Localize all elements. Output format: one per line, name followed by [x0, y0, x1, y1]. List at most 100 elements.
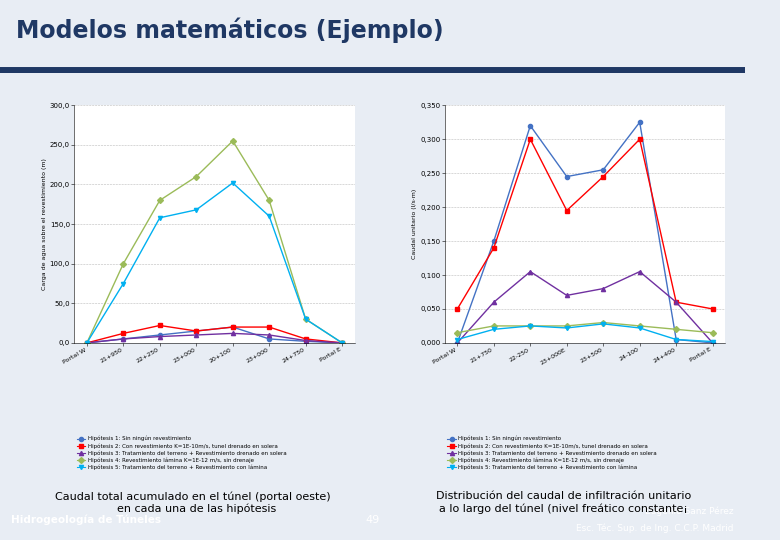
Hipótesis 3: Tratamiento del terreno + Revestimiento drenado en solera: (2, 8): Tratamiento del terreno + Revestimiento …: [155, 333, 165, 340]
Text: Esc. Téc. Sup. de Ing. C.C.P. Madrid: Esc. Téc. Sup. de Ing. C.C.P. Madrid: [576, 524, 734, 534]
Hipótesis 3: Tratamiento del terreno + Revestimiento drenado en solera: (0, 0): Tratamiento del terreno + Revestimiento …: [82, 340, 91, 346]
Line: Hipótesis 1: Sin ningún revestimiento: Hipótesis 1: Sin ningún revestimiento: [456, 120, 714, 345]
Y-axis label: Caudal unitario (l/s·m): Caudal unitario (l/s·m): [413, 189, 417, 259]
Hipótesis 4: Revestimiento lámina K=1E-12 m/s, sin drenaje: (0, 0): Revestimiento lámina K=1E-12 m/s, sin dr…: [82, 340, 91, 346]
Hipótesis 2: Con revestimiento K=1E-10m/s, tunel drenado en solera: (2, 22): Con revestimiento K=1E-10m/s, tunel dren…: [155, 322, 165, 329]
Hipótesis 1: Sin ningún revestimiento: (0, 0): Sin ningún revestimiento: (0, 0): [82, 340, 91, 346]
Hipótesis 3: Tratamiento del terreno + Revestimiento drenado en solera: (1, 0.06): Tratamiento del terreno + Revestimiento …: [489, 299, 498, 306]
Hipótesis 5: Tratamiento del terreno + Revestimiento con lámina: (4, 202): Tratamiento del terreno + Revestimiento …: [228, 180, 237, 186]
Hipótesis 2: Con revestimiento K=1E-10m/s, tunel drenado en solera: (0, 0): Con revestimiento K=1E-10m/s, tunel dren…: [82, 340, 91, 346]
Hipótesis 1: Sin ningún revestimiento: (5, 0.325): Sin ningún revestimiento: (5, 0.325): [635, 119, 644, 125]
Hipótesis 3: Tratamiento del terreno + Revestimiento drenado en solera: (2, 0.105): Tratamiento del terreno + Revestimiento …: [526, 268, 535, 275]
Hipótesis 2: Con revestimiento K=1E-10m/s, tunel drenado en solera: (7, 0): Con revestimiento K=1E-10m/s, tunel dren…: [338, 340, 347, 346]
Hipótesis 2: Con revestimiento K=1E-10m/s, tunel drenado en solera: (6, 5): Con revestimiento K=1E-10m/s, tunel dren…: [301, 336, 310, 342]
Hipótesis 1: Sin ningún revestimiento: (3, 15): Sin ningún revestimiento: (3, 15): [192, 328, 201, 334]
Hipótesis 2: Con revestimiento K=1E-10m/s, tunel drenado en solera: (5, 0.3): Con revestimiento K=1E-10m/s, tunel dren…: [635, 136, 644, 143]
Hipótesis 2: Con revestimiento K=1E-10m/s, tunel drenado en solera: (3, 15): Con revestimiento K=1E-10m/s, tunel dren…: [192, 328, 201, 334]
Hipótesis 1: Sin ningún revestimiento: (1, 5): Sin ningún revestimiento: (1, 5): [119, 336, 128, 342]
Hipótesis 3: Tratamiento del terreno + Revestimiento drenado en solera: (3, 0.07): Tratamiento del terreno + Revestimiento …: [562, 292, 572, 299]
Text: Distribución del caudal de infiltración unitario
a lo largo del túnel (nivel fre: Distribución del caudal de infiltración …: [436, 491, 691, 514]
Hipótesis 3: Tratamiento del terreno + Revestimiento drenado en solera: (6, 0.06): Tratamiento del terreno + Revestimiento …: [672, 299, 681, 306]
Line: Hipótesis 5: Tratamiento del terreno + Revestimiento con lámina: Hipótesis 5: Tratamiento del terreno + R…: [85, 181, 344, 345]
Hipótesis 4: Revestimiento lámina K=1E-12 m/s, sin drenaje: (3, 0.025): Revestimiento lámina K=1E-12 m/s, sin dr…: [562, 323, 572, 329]
Hipótesis 2: Con revestimiento K=1E-10m/s, tunel drenado en solera: (4, 20): Con revestimiento K=1E-10m/s, tunel dren…: [228, 324, 237, 330]
Hipótesis 2: Con revestimiento K=1E-10m/s, tunel drenado en solera: (2, 0.3): Con revestimiento K=1E-10m/s, tunel dren…: [526, 136, 535, 143]
Hipótesis 3: Tratamiento del terreno + Revestimiento drenado en solera: (6, 3): Tratamiento del terreno + Revestimiento …: [301, 338, 310, 344]
Hipótesis 5: Tratamiento del terreno + Revestimiento con lámina: (6, 30): Tratamiento del terreno + Revestimiento …: [301, 316, 310, 322]
Hipótesis 3: Tratamiento del terreno + Revestimiento drenado en solera: (3, 10): Tratamiento del terreno + Revestimiento …: [192, 332, 201, 338]
Line: Hipótesis 2: Con revestimiento K=1E-10m/s, tunel drenado en solera: Hipótesis 2: Con revestimiento K=1E-10m/…: [85, 323, 344, 345]
Hipótesis 3: Tratamiento del terreno + Revestimiento drenado en solera: (5, 10): Tratamiento del terreno + Revestimiento …: [264, 332, 274, 338]
Hipótesis 1: Sin ningún revestimiento: (1, 0.15): Sin ningún revestimiento: (1, 0.15): [489, 238, 498, 244]
Hipótesis 5: Tratamiento del terreno + Revestimiento con lámina: (3, 168): Tratamiento del terreno + Revestimiento …: [192, 207, 201, 213]
Hipótesis 5: Tratamiento del terreno + Revestimiento con lámina: (6, 0.005): Tratamiento del terreno + Revestimiento …: [672, 336, 681, 343]
Hipótesis 4: Revestimiento lámina K=1E-12 m/s, sin drenaje: (7, 0.015): Revestimiento lámina K=1E-12 m/s, sin dr…: [708, 329, 718, 336]
Hipótesis 5: Tratamiento del terreno + Revestimiento con lámina: (2, 158): Tratamiento del terreno + Revestimiento …: [155, 214, 165, 221]
Hipótesis 1: Sin ningún revestimiento: (7, 0): Sin ningún revestimiento: (7, 0): [708, 340, 718, 346]
Hipótesis 1: Sin ningún revestimiento: (2, 10): Sin ningún revestimiento: (2, 10): [155, 332, 165, 338]
Hipótesis 5: Tratamiento del terreno + Revestimiento con lámina: (5, 160): Tratamiento del terreno + Revestimiento …: [264, 213, 274, 219]
Hipótesis 3: Tratamiento del terreno + Revestimiento drenado en solera: (7, 0): Tratamiento del terreno + Revestimiento …: [338, 340, 347, 346]
Hipótesis 1: Sin ningún revestimiento: (2, 0.32): Sin ningún revestimiento: (2, 0.32): [526, 123, 535, 129]
Hipótesis 1: Sin ningún revestimiento: (7, 0): Sin ningún revestimiento: (7, 0): [338, 340, 347, 346]
Hipótesis 4: Revestimiento lámina K=1E-12 m/s, sin drenaje: (6, 0.02): Revestimiento lámina K=1E-12 m/s, sin dr…: [672, 326, 681, 333]
Hipótesis 5: Tratamiento del terreno + Revestimiento con lámina: (0, 0): Tratamiento del terreno + Revestimiento …: [82, 340, 91, 346]
Hipótesis 4: Revestimiento lámina K=1E-12 m/s, sin drenaje: (3, 210): Revestimiento lámina K=1E-12 m/s, sin dr…: [192, 173, 201, 180]
Hipótesis 1: Sin ningún revestimiento: (6, 0.005): Sin ningún revestimiento: (6, 0.005): [672, 336, 681, 343]
Hipótesis 4: Revestimiento lámina K=1E-12 m/s, sin drenaje: (2, 180): Revestimiento lámina K=1E-12 m/s, sin dr…: [155, 197, 165, 204]
Hipótesis 4: Revestimiento lámina K=1E-12 m/s, sin drenaje: (5, 0.025): Revestimiento lámina K=1E-12 m/s, sin dr…: [635, 323, 644, 329]
Hipótesis 2: Con revestimiento K=1E-10m/s, tunel drenado en solera: (4, 0.245): Con revestimiento K=1E-10m/s, tunel dren…: [598, 173, 608, 180]
Hipótesis 1: Sin ningún revestimiento: (4, 0.255): Sin ningún revestimiento: (4, 0.255): [598, 166, 608, 173]
Line: Hipótesis 3: Tratamiento del terreno + Revestimiento drenado en solera: Hipótesis 3: Tratamiento del terreno + R…: [456, 269, 714, 345]
Hipótesis 5: Tratamiento del terreno + Revestimiento con lámina: (3, 0.022): Tratamiento del terreno + Revestimiento …: [562, 325, 572, 331]
Hipótesis 4: Revestimiento lámina K=1E-12 m/s, sin drenaje: (7, 0): Revestimiento lámina K=1E-12 m/s, sin dr…: [338, 340, 347, 346]
Hipótesis 2: Con revestimiento K=1E-10m/s, tunel drenado en solera: (3, 0.195): Con revestimiento K=1E-10m/s, tunel dren…: [562, 207, 572, 214]
Line: Hipótesis 1: Sin ningún revestimiento: Hipótesis 1: Sin ningún revestimiento: [85, 325, 344, 345]
Line: Hipótesis 2: Con revestimiento K=1E-10m/s, tunel drenado en solera: Hipótesis 2: Con revestimiento K=1E-10m/…: [456, 137, 714, 311]
Text: Eugenio Sanz Pérez: Eugenio Sanz Pérez: [645, 506, 734, 516]
Hipótesis 2: Con revestimiento K=1E-10m/s, tunel drenado en solera: (1, 12): Con revestimiento K=1E-10m/s, tunel dren…: [119, 330, 128, 336]
Hipótesis 4: Revestimiento lámina K=1E-12 m/s, sin drenaje: (1, 0.025): Revestimiento lámina K=1E-12 m/s, sin dr…: [489, 323, 498, 329]
Hipótesis 5: Tratamiento del terreno + Revestimiento con lámina: (7, 0.002): Tratamiento del terreno + Revestimiento …: [708, 338, 718, 345]
Hipótesis 2: Con revestimiento K=1E-10m/s, tunel drenado en solera: (5, 20): Con revestimiento K=1E-10m/s, tunel dren…: [264, 324, 274, 330]
Hipótesis 5: Tratamiento del terreno + Revestimiento con lámina: (5, 0.022): Tratamiento del terreno + Revestimiento …: [635, 325, 644, 331]
Hipótesis 2: Con revestimiento K=1E-10m/s, tunel drenado en solera: (0, 0.05): Con revestimiento K=1E-10m/s, tunel dren…: [452, 306, 462, 312]
Text: Caudal total acumulado en el túnel (portal oeste)
  en cada una de las hipótesis: Caudal total acumulado en el túnel (port…: [55, 491, 331, 514]
Y-axis label: Carga de agua sobre el revestimiento (m): Carga de agua sobre el revestimiento (m): [42, 158, 47, 290]
Hipótesis 3: Tratamiento del terreno + Revestimiento drenado en solera: (4, 12): Tratamiento del terreno + Revestimiento …: [228, 330, 237, 336]
Text: 49: 49: [365, 515, 380, 525]
Hipótesis 5: Tratamiento del terreno + Revestimiento con lámina: (0, 0.005): Tratamiento del terreno + Revestimiento …: [452, 336, 462, 343]
Hipótesis 1: Sin ningún revestimiento: (0, 0): Sin ningún revestimiento: (0, 0): [452, 340, 462, 346]
Hipótesis 3: Tratamiento del terreno + Revestimiento drenado en solera: (4, 0.08): Tratamiento del terreno + Revestimiento …: [598, 285, 608, 292]
Hipótesis 3: Tratamiento del terreno + Revestimiento drenado en solera: (0, 0): Tratamiento del terreno + Revestimiento …: [452, 340, 462, 346]
Hipótesis 4: Revestimiento lámina K=1E-12 m/s, sin drenaje: (2, 0.025): Revestimiento lámina K=1E-12 m/s, sin dr…: [526, 323, 535, 329]
Text: Hidrogeología de Túneles: Hidrogeología de Túneles: [11, 515, 161, 525]
Hipótesis 4: Revestimiento lámina K=1E-12 m/s, sin drenaje: (6, 30): Revestimiento lámina K=1E-12 m/s, sin dr…: [301, 316, 310, 322]
Hipótesis 5: Tratamiento del terreno + Revestimiento con lámina: (7, 0): Tratamiento del terreno + Revestimiento …: [338, 340, 347, 346]
Line: Hipótesis 5: Tratamiento del terreno + Revestimiento con lámina: Hipótesis 5: Tratamiento del terreno + R…: [456, 322, 714, 343]
Text: Modelos matemáticos (Ejemplo): Modelos matemáticos (Ejemplo): [16, 18, 444, 43]
Hipótesis 3: Tratamiento del terreno + Revestimiento drenado en solera: (7, 0): Tratamiento del terreno + Revestimiento …: [708, 340, 718, 346]
Hipótesis 5: Tratamiento del terreno + Revestimiento con lámina: (1, 0.02): Tratamiento del terreno + Revestimiento …: [489, 326, 498, 333]
Hipótesis 3: Tratamiento del terreno + Revestimiento drenado en solera: (5, 0.105): Tratamiento del terreno + Revestimiento …: [635, 268, 644, 275]
Hipótesis 1: Sin ningún revestimiento: (3, 0.245): Sin ningún revestimiento: (3, 0.245): [562, 173, 572, 180]
Line: Hipótesis 3: Tratamiento del terreno + Revestimiento drenado en solera: Hipótesis 3: Tratamiento del terreno + R…: [85, 332, 344, 345]
Hipótesis 2: Con revestimiento K=1E-10m/s, tunel drenado en solera: (6, 0.06): Con revestimiento K=1E-10m/s, tunel dren…: [672, 299, 681, 306]
Hipótesis 2: Con revestimiento K=1E-10m/s, tunel drenado en solera: (1, 0.14): Con revestimiento K=1E-10m/s, tunel dren…: [489, 245, 498, 251]
Hipótesis 4: Revestimiento lámina K=1E-12 m/s, sin drenaje: (4, 0.03): Revestimiento lámina K=1E-12 m/s, sin dr…: [598, 319, 608, 326]
Hipótesis 1: Sin ningún revestimiento: (6, 2): Sin ningún revestimiento: (6, 2): [301, 338, 310, 345]
Hipótesis 1: Sin ningún revestimiento: (4, 20): Sin ningún revestimiento: (4, 20): [228, 324, 237, 330]
Hipótesis 3: Tratamiento del terreno + Revestimiento drenado en solera: (1, 5): Tratamiento del terreno + Revestimiento …: [119, 336, 128, 342]
Hipótesis 4: Revestimiento lámina K=1E-12 m/s, sin drenaje: (5, 180): Revestimiento lámina K=1E-12 m/s, sin dr…: [264, 197, 274, 204]
Hipótesis 4: Revestimiento lámina K=1E-12 m/s, sin drenaje: (1, 100): Revestimiento lámina K=1E-12 m/s, sin dr…: [119, 260, 128, 267]
Line: Hipótesis 4: Revestimiento lámina K=1E-12 m/s, sin drenaje: Hipótesis 4: Revestimiento lámina K=1E-1…: [456, 320, 714, 335]
Hipótesis 1: Sin ningún revestimiento: (5, 5): Sin ningún revestimiento: (5, 5): [264, 336, 274, 342]
Hipótesis 5: Tratamiento del terreno + Revestimiento con lámina: (4, 0.028): Tratamiento del terreno + Revestimiento …: [598, 321, 608, 327]
Legend: Hipótesis 1: Sin ningún revestimiento, Hipótesis 2: Con revestimiento K=1E-10m/s: Hipótesis 1: Sin ningún revestimiento, H…: [77, 436, 287, 470]
Hipótesis 4: Revestimiento lámina K=1E-12 m/s, sin drenaje: (0, 0.015): Revestimiento lámina K=1E-12 m/s, sin dr…: [452, 329, 462, 336]
Hipótesis 5: Tratamiento del terreno + Revestimiento con lámina: (1, 75): Tratamiento del terreno + Revestimiento …: [119, 280, 128, 287]
Legend: Hipótesis 1: Sin ningún revestimiento, Hipótesis 2: Con revestimiento K=1E-10m/s: Hipótesis 1: Sin ningún revestimiento, H…: [448, 436, 658, 470]
Hipótesis 5: Tratamiento del terreno + Revestimiento con lámina: (2, 0.025): Tratamiento del terreno + Revestimiento …: [526, 323, 535, 329]
Hipótesis 4: Revestimiento lámina K=1E-12 m/s, sin drenaje: (4, 255): Revestimiento lámina K=1E-12 m/s, sin dr…: [228, 138, 237, 144]
Line: Hipótesis 4: Revestimiento lámina K=1E-12 m/s, sin drenaje: Hipótesis 4: Revestimiento lámina K=1E-1…: [85, 139, 344, 345]
